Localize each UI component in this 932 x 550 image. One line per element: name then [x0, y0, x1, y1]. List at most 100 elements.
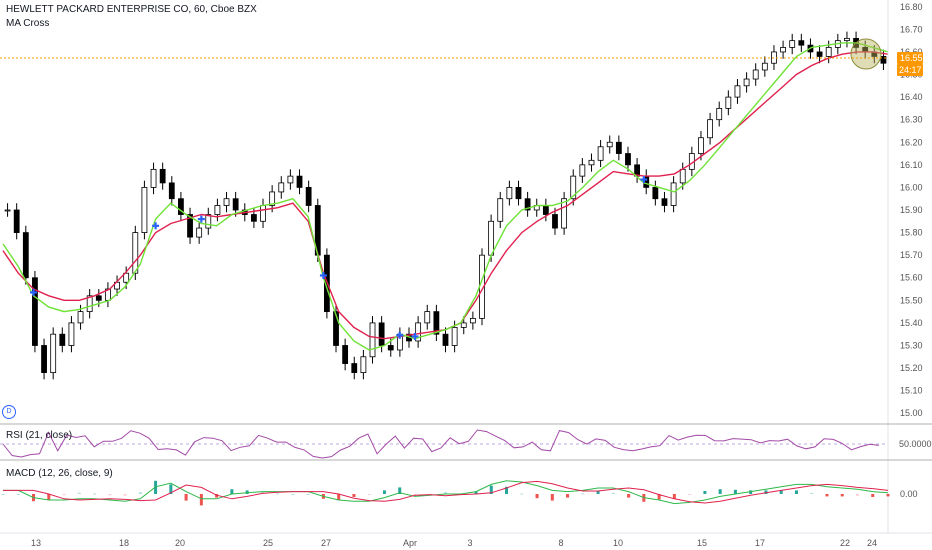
candle: [606, 135, 613, 154]
last-price-value: 16.55: [900, 53, 923, 63]
rsi-pane: RSI (21, close) 50.0000: [0, 429, 932, 459]
candle: [68, 316, 75, 353]
candle: [780, 40, 786, 59]
macd-line: [3, 480, 889, 505]
macd-hist-bar: [215, 494, 219, 498]
macd-hist-bar: [810, 492, 814, 494]
macd-zero-label: 0.00: [900, 489, 918, 499]
macd-hist-bar: [77, 492, 81, 494]
macd-hist-bar: [138, 492, 142, 494]
ma-cross-lines: [2, 42, 889, 351]
candle: [442, 327, 449, 353]
macd-hist-bar: [16, 494, 20, 495]
price-tick-label: 16.60: [900, 47, 923, 57]
candle: [50, 327, 57, 380]
candle: [196, 221, 203, 244]
macd-hist-bar: [444, 492, 447, 494]
candle: [515, 180, 522, 206]
price-tick-label: 15.00: [900, 408, 923, 418]
candle: [433, 304, 440, 341]
candle: [168, 176, 175, 206]
macd-hist-bar: [855, 494, 859, 496]
macd-hist-bar: [627, 494, 631, 498]
time-tick-label: 27: [321, 538, 331, 548]
macd-hist-bar: [840, 494, 844, 497]
ma-cross-marker: [396, 331, 404, 339]
price-tick-label: 15.40: [900, 318, 923, 328]
time-tick-label: 22: [840, 538, 850, 548]
ma-cross-marker: [319, 271, 327, 279]
price-tick-label: 16.30: [900, 115, 923, 125]
rsi-label[interactable]: RSI (21, close): [6, 430, 72, 441]
macd-hist-bar: [291, 494, 295, 495]
highlight-circle: [850, 38, 882, 70]
symbol-title[interactable]: HEWLETT PACKARD ENTERPRISE CO, 60, Cboe …: [6, 4, 257, 15]
slow-ma-line: [2, 51, 889, 340]
candle: [761, 56, 768, 77]
candle: [716, 101, 723, 127]
time-tick-label: 18: [119, 538, 129, 548]
ma-cross-marker: [197, 215, 205, 223]
candlestick-series: [4, 31, 887, 380]
price-tick-label: 15.80: [900, 228, 923, 238]
candle: [387, 338, 394, 357]
time-tick-label: 20: [175, 538, 185, 548]
ma-cross-label[interactable]: MA Cross: [6, 18, 49, 29]
candle: [59, 327, 66, 353]
candle: [415, 316, 422, 348]
dividend-badge[interactable]: D: [2, 405, 16, 419]
candle: [214, 198, 221, 222]
price-tick-label: 15.20: [900, 363, 923, 373]
candle: [798, 33, 805, 52]
candle: [789, 33, 796, 55]
macd-hist-bar: [413, 494, 417, 496]
candle: [597, 140, 604, 168]
candle: [561, 191, 568, 235]
macd-hist-bar: [489, 485, 493, 494]
candle: [32, 270, 38, 353]
candle: [816, 45, 823, 64]
macd-hist-bar: [398, 487, 402, 494]
macd-hist-bar: [474, 491, 478, 494]
macd-hist-bar: [245, 490, 249, 494]
macd-hist-bar: [1, 494, 5, 495]
candle: [22, 225, 29, 285]
time-tick-label: 13: [31, 538, 41, 548]
candle: [734, 79, 741, 104]
price-tick-label: 15.60: [900, 273, 923, 283]
candle: [86, 289, 93, 319]
macd-hist-bar: [62, 494, 66, 496]
candle: [369, 316, 376, 364]
candle: [150, 162, 157, 195]
candle: [615, 135, 622, 161]
time-tick-label: Apr: [403, 538, 417, 548]
macd-hist-bar: [688, 494, 692, 495]
macd-label[interactable]: MACD (12, 26, close, 9): [6, 468, 113, 479]
candle: [260, 198, 266, 229]
macd-hist-bar: [230, 489, 234, 494]
candle: [305, 180, 312, 213]
price-tick-label: 15.10: [900, 386, 923, 396]
macd-pane: MACD (12, 26, close, 9) 0.00: [1, 468, 918, 506]
price-tick-label: 16.70: [900, 24, 923, 34]
candle: [296, 169, 303, 195]
time-tick-label: 17: [755, 538, 765, 548]
macd-hist-bar: [550, 494, 554, 501]
candle: [13, 203, 20, 240]
candle: [524, 191, 531, 217]
macd-hist-bar: [93, 493, 97, 495]
candle: [269, 185, 276, 213]
macd-hist-bar: [123, 494, 127, 496]
price-tick-label: 16.20: [900, 137, 923, 147]
macd-hist-bar: [520, 493, 524, 495]
time-axis[interactable]: 13 18 20 25 27 Apr 3 8 10 15 17 22 24: [31, 538, 877, 548]
macd-hist-bar: [581, 493, 585, 495]
macd-histogram: [1, 480, 890, 506]
price-tick-label: 16.80: [900, 2, 923, 12]
fast-ma-line: [2, 42, 889, 351]
price-axis[interactable]: 16.8016.7016.6016.5016.4016.3016.2016.10…: [900, 2, 923, 418]
macd-hist-bar: [596, 491, 600, 494]
candle: [752, 63, 759, 86]
last-price-tag: 16.55 24:17: [897, 52, 923, 76]
